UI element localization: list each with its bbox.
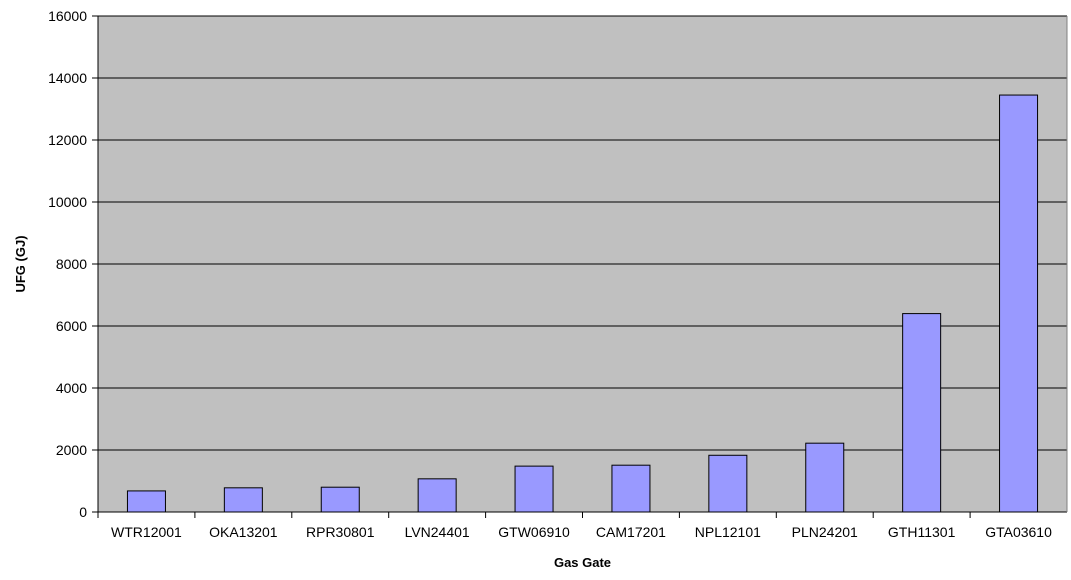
y-tick-label: 10000 — [48, 194, 87, 210]
y-tick-label: 0 — [79, 504, 87, 520]
x-tick-labels: WTR12001 OKA13201 RPR30801 LVN24401 GTW06910… — [111, 524, 1052, 540]
y-tick-label: 2000 — [56, 442, 87, 458]
bar-rpr30801 — [320, 486, 360, 513]
x-tick-label: PLN24201 — [792, 524, 858, 540]
y-axis-title: UFG (GJ) — [13, 235, 28, 292]
bar-gta03610 — [999, 94, 1039, 513]
bar-pln24201 — [805, 442, 845, 513]
x-tick-label: NPL12101 — [695, 524, 761, 540]
bar-gth11301 — [902, 313, 942, 513]
x-tick-label: WTR12001 — [111, 524, 182, 540]
x-tick-label: RPR30801 — [306, 524, 375, 540]
x-tick-label: CAM17201 — [596, 524, 666, 540]
x-axis-title: Gas Gate — [554, 555, 611, 570]
x-tick-label: OKA13201 — [209, 524, 278, 540]
x-tick-label: GTH11301 — [888, 524, 956, 540]
y-tick-label: 14000 — [48, 70, 87, 86]
bar-oka13201 — [223, 487, 263, 513]
bar-lvn24401 — [417, 478, 457, 513]
axes — [92, 15, 1068, 518]
bar-cam17201 — [611, 464, 651, 513]
y-tick-labels: 0 2000 4000 6000 8000 10000 12000 14000 16000 — [48, 8, 87, 520]
bar-gtw06910 — [514, 465, 554, 513]
gridlines — [98, 15, 1067, 451]
bar-npl12101 — [708, 454, 748, 513]
y-tick-label: 16000 — [48, 8, 87, 24]
bars — [126, 94, 1039, 513]
x-tick-label: GTW06910 — [498, 524, 570, 540]
bar-wtr12001 — [126, 490, 166, 513]
x-tick-label: GTA03610 — [985, 524, 1052, 540]
x-tick-label: LVN24401 — [405, 524, 470, 540]
y-tick-label: 6000 — [56, 318, 87, 334]
y-tick-label: 12000 — [48, 132, 87, 148]
y-tick-label: 4000 — [56, 380, 87, 396]
y-tick-label: 8000 — [56, 256, 87, 272]
